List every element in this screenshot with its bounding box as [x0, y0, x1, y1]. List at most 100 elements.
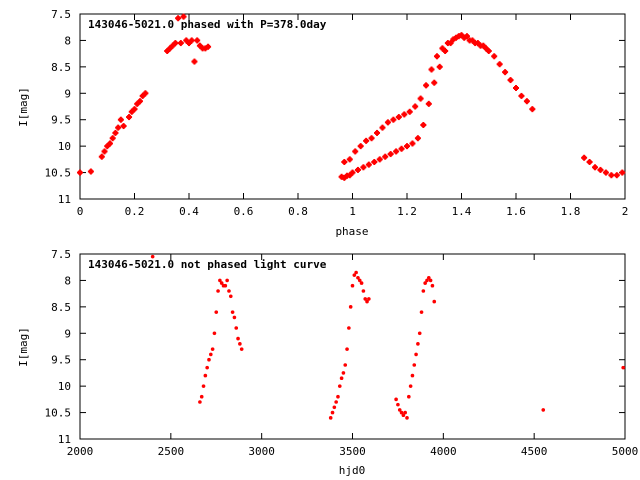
data-point [592, 164, 599, 171]
x-tick-label: 2500 [158, 445, 185, 458]
data-point [396, 402, 400, 407]
data-point [341, 159, 348, 165]
y-tick-label: 10 [58, 140, 71, 153]
x-tick-label: 1.2 [397, 205, 417, 218]
data-point [410, 373, 415, 378]
y-tick-label: 8.5 [51, 61, 71, 74]
data-point [394, 397, 398, 402]
x-tick-label: 1.6 [506, 205, 526, 218]
data-point [586, 159, 593, 165]
y-tick-label: 11 [58, 193, 71, 206]
data-point [361, 289, 366, 293]
data-point [334, 400, 338, 404]
data-point [513, 85, 519, 91]
data-point [439, 45, 446, 52]
data-point [219, 281, 224, 285]
data-point [518, 92, 525, 99]
y-tick-label: 9.5 [51, 354, 71, 367]
data-point [417, 95, 424, 102]
data-point [194, 37, 201, 44]
data-point [142, 90, 149, 97]
data-point [205, 43, 212, 50]
data-point [406, 108, 413, 115]
data-point [356, 275, 360, 280]
data-point [414, 135, 421, 142]
data-point [466, 37, 473, 44]
data-point [360, 164, 367, 171]
data-point [374, 129, 381, 136]
data-point [417, 331, 422, 336]
data-point [228, 294, 233, 299]
data-point [101, 148, 108, 155]
x-tick-label: 1 [349, 205, 356, 218]
data-point [332, 405, 337, 410]
y-tick-label: 9 [64, 87, 71, 100]
y-tick-label: 10.5 [45, 167, 72, 180]
data-point [177, 40, 184, 47]
data-point [472, 40, 479, 47]
data-point [120, 123, 127, 130]
data-point [359, 281, 364, 285]
data-point [491, 53, 498, 60]
data-point [347, 326, 351, 330]
data-point [343, 363, 348, 367]
x-tick-label: 0.4 [179, 205, 199, 218]
data-point [507, 77, 514, 84]
data-point [218, 278, 222, 283]
data-point [427, 275, 431, 280]
y-tick-label: 8 [64, 34, 71, 47]
data-points [150, 254, 625, 420]
data-point [395, 114, 402, 121]
data-point [412, 103, 419, 110]
data-point [106, 140, 113, 147]
data-point [363, 297, 368, 301]
data-point [230, 310, 235, 314]
data-point [225, 278, 229, 283]
data-point [205, 365, 209, 370]
y-tick-label: 10.5 [45, 407, 72, 420]
data-point [337, 384, 342, 388]
data-point [98, 153, 105, 160]
x-tick-label: 3000 [248, 445, 275, 458]
data-point [239, 347, 244, 351]
data-point [216, 289, 220, 293]
data-point [175, 15, 182, 22]
data-point [461, 34, 468, 41]
x-tick-label: 0 [77, 205, 84, 218]
data-point [502, 69, 509, 76]
data-point [339, 376, 344, 381]
data-point [236, 336, 240, 341]
data-point [450, 36, 457, 43]
unphased-light-curve-panel: 2000 2500 3000 3500 4000 4500 5000 7.5 8 8.5 9 9.5 1… [17, 248, 638, 477]
data-point [210, 347, 215, 351]
data-point [77, 169, 83, 176]
data-point [403, 410, 407, 415]
data-point [541, 408, 546, 412]
y-tick-label: 9 [64, 327, 71, 340]
axis-ticks [79, 253, 626, 440]
data-point [398, 145, 405, 152]
data-point [346, 156, 353, 163]
data-point [207, 357, 211, 362]
x-tick-label: 2 [622, 205, 629, 218]
data-point [401, 413, 406, 418]
data-point [432, 299, 437, 304]
data-point [425, 278, 429, 283]
y-tick-label: 9.5 [51, 114, 71, 127]
data-point [382, 153, 389, 160]
data-point [477, 42, 484, 49]
data-point [408, 384, 413, 388]
data-point [483, 45, 490, 52]
y-tick-label: 8 [64, 274, 71, 287]
data-point [365, 161, 372, 168]
data-point [412, 363, 417, 367]
data-point [87, 168, 94, 175]
data-point [379, 124, 386, 131]
data-point [419, 310, 424, 314]
data-point [352, 273, 357, 277]
data-point [376, 156, 383, 163]
data-point [423, 281, 427, 285]
data-point [223, 283, 228, 288]
data-point [115, 124, 122, 131]
data-point [455, 33, 462, 40]
